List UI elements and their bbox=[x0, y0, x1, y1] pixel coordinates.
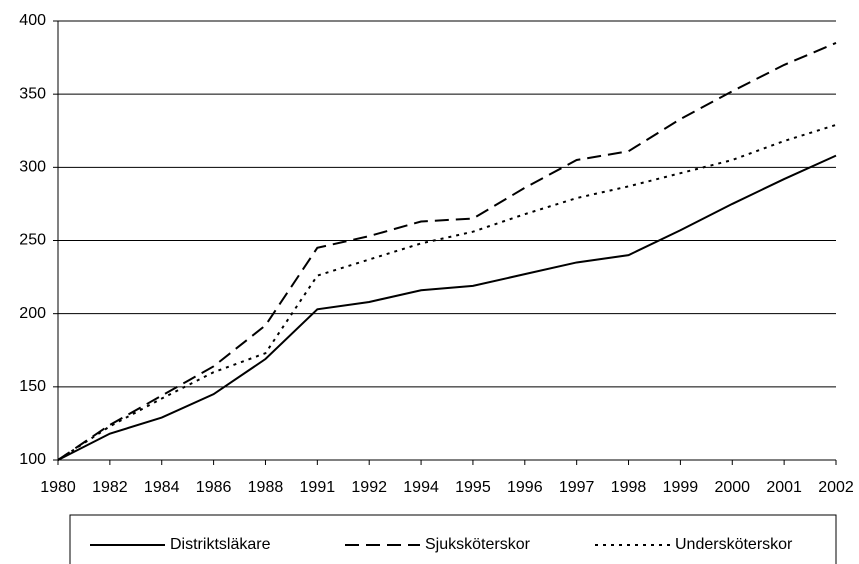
x-tick-label: 1992 bbox=[351, 479, 387, 496]
y-tick-label: 300 bbox=[19, 159, 46, 176]
y-tick-label: 350 bbox=[19, 85, 46, 102]
y-tick-label: 250 bbox=[19, 232, 46, 249]
y-tick-label: 100 bbox=[19, 451, 46, 468]
x-tick-label: 2000 bbox=[714, 479, 750, 496]
x-tick-label: 1997 bbox=[559, 479, 595, 496]
x-tick-label: 2001 bbox=[766, 479, 802, 496]
x-tick-label: 1984 bbox=[144, 479, 180, 496]
x-tick-label: 2002 bbox=[818, 479, 854, 496]
y-tick-label: 400 bbox=[19, 12, 46, 29]
legend-label: Undersköterskor bbox=[675, 536, 793, 553]
x-tick-label: 1994 bbox=[403, 479, 439, 496]
y-tick-label: 150 bbox=[19, 378, 46, 395]
x-tick-label: 1986 bbox=[196, 479, 232, 496]
x-tick-label: 1999 bbox=[663, 479, 699, 496]
series-line bbox=[57, 123, 837, 461]
y-tick-label: 200 bbox=[19, 305, 46, 322]
x-tick-label: 1998 bbox=[611, 479, 647, 496]
legend-box bbox=[69, 514, 837, 564]
x-tick-label: 1988 bbox=[248, 479, 284, 496]
x-tick-label: 1980 bbox=[40, 479, 76, 496]
legend-label: Sjuksköterskor bbox=[425, 536, 531, 553]
x-tick-label: 1991 bbox=[300, 479, 336, 496]
legend-label: Distriktsläkare bbox=[170, 536, 271, 553]
series-line bbox=[57, 154, 837, 461]
x-tick-label: 1982 bbox=[92, 479, 128, 496]
series-line bbox=[57, 42, 837, 461]
x-tick-label: 1995 bbox=[455, 479, 491, 496]
x-tick-label: 1996 bbox=[507, 479, 543, 496]
